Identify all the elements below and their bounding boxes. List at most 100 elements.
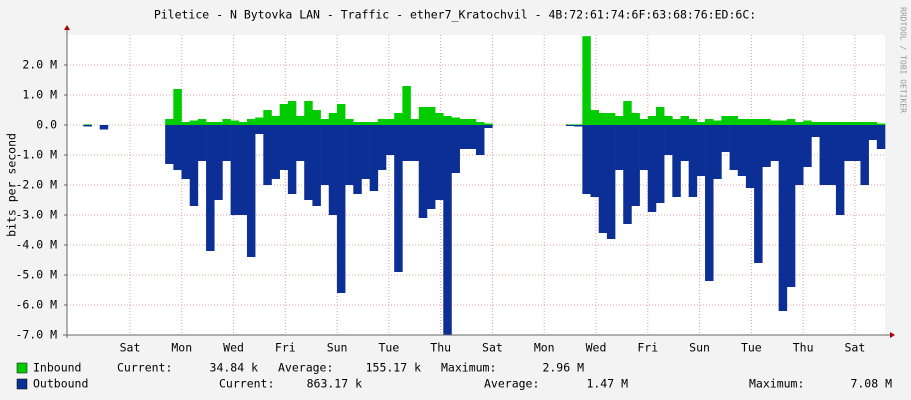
bar: [582, 125, 591, 194]
y-axis-label: bits per second: [5, 133, 19, 237]
bar: [304, 101, 313, 125]
bar: [296, 125, 305, 161]
bar: [745, 119, 755, 125]
bar: [729, 125, 739, 170]
bar: [737, 125, 747, 176]
bar: [443, 116, 452, 125]
bar: [705, 125, 714, 281]
bar: [844, 125, 853, 161]
bar: [631, 125, 640, 206]
bar: [852, 125, 861, 161]
bar: [819, 122, 829, 125]
bar: [345, 119, 354, 125]
bar: [484, 125, 493, 128]
bar: [435, 125, 444, 200]
bar: [369, 122, 379, 125]
bar: [795, 125, 804, 185]
bar: [811, 125, 820, 137]
bar: [582, 36, 591, 126]
watermark: RRDTOOL / TOBI OETIKER: [899, 7, 908, 113]
bar: [476, 122, 485, 125]
bar: [402, 125, 411, 161]
bar: [361, 125, 370, 179]
bar: [590, 125, 599, 197]
y-tick-label: -1.0 M: [15, 148, 57, 162]
bar: [320, 119, 330, 125]
bar: [263, 125, 272, 185]
x-tick-label: Wed: [586, 341, 607, 355]
bar: [451, 117, 460, 125]
bar: [361, 122, 370, 125]
bar: [214, 125, 223, 200]
bar: [647, 125, 657, 212]
bar: [189, 125, 199, 206]
bar: [639, 125, 649, 170]
bar: [328, 125, 338, 215]
bar: [786, 119, 796, 125]
bar: [868, 122, 878, 125]
y-tick-label: -6.0 M: [15, 298, 57, 312]
bar: [827, 125, 837, 185]
bar: [377, 119, 387, 125]
bar: [312, 110, 321, 125]
bar: [230, 125, 240, 215]
bar: [615, 125, 624, 170]
bar: [238, 125, 248, 215]
bar: [672, 125, 681, 197]
bar: [386, 125, 395, 155]
y-tick-label: -7.0 M: [15, 328, 57, 342]
legend-stat-value: 863.17 k: [307, 377, 362, 391]
bar: [99, 125, 109, 130]
legend-stat-label: Average:: [278, 361, 333, 375]
bar: [688, 119, 698, 125]
bar: [410, 119, 420, 125]
bar: [721, 116, 730, 125]
bar: [598, 113, 608, 125]
bar: [426, 125, 436, 209]
bar: [811, 122, 820, 125]
bar: [353, 125, 362, 194]
x-tick-label: Thu: [793, 341, 814, 355]
bar: [328, 113, 338, 125]
bar: [615, 116, 624, 125]
bar: [304, 125, 313, 200]
legend-stat-label: Current:: [219, 377, 274, 391]
bar: [287, 101, 297, 125]
x-tick-label: Sat: [120, 341, 141, 355]
legend-swatch: [16, 362, 28, 374]
bar: [606, 113, 616, 125]
bar: [721, 125, 730, 152]
x-tick-label: Wed: [223, 341, 244, 355]
bars: [83, 36, 886, 335]
bar: [876, 123, 886, 125]
bar: [189, 120, 199, 125]
bar: [271, 116, 280, 125]
bar: [271, 125, 280, 179]
bar: [795, 122, 804, 125]
bar: [222, 119, 231, 125]
bar: [770, 120, 779, 125]
x-tick-label: Sat: [482, 341, 503, 355]
bar: [745, 125, 755, 188]
bar: [410, 125, 420, 161]
bar: [713, 120, 722, 125]
bar: [369, 125, 379, 191]
bar: [680, 116, 689, 125]
x-tick-label: Tue: [378, 341, 399, 355]
bar: [402, 86, 411, 125]
x-tick-label: Tue: [741, 341, 762, 355]
legend-stat-value: 2.96 M: [542, 361, 584, 375]
bar: [778, 120, 788, 125]
chart-title: Piletice - N Bytovka LAN - Traffic - eth…: [154, 8, 756, 22]
bar: [206, 122, 215, 125]
bar: [803, 120, 812, 125]
bar: [606, 125, 616, 239]
bar: [336, 104, 346, 125]
legend: Inbound Current: 34.84 k Average: 155.17 k Ma…: [16, 361, 892, 391]
bar: [222, 125, 231, 161]
axes: 2.0 M 1.0 M 0.0 -1.0 M -2.0 M -3.0 M -4.0 M -5.…: [15, 25, 895, 355]
legend-stat-value: 34.84 k: [210, 361, 259, 375]
bar: [165, 125, 174, 164]
bar: [664, 116, 673, 125]
bar: [255, 125, 264, 134]
